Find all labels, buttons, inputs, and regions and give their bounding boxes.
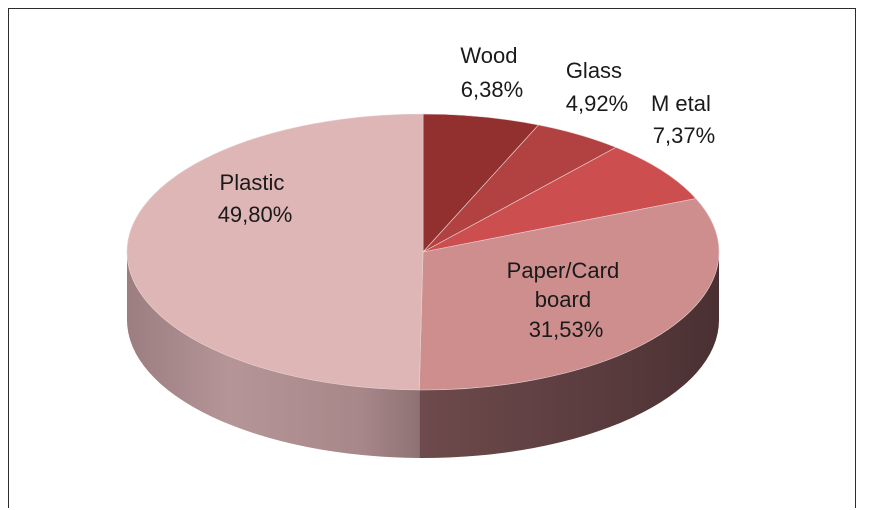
slice-paper-card-board — [418, 198, 720, 391]
side-paper-card-board — [419, 252, 719, 459]
pie-top-faces — [126, 113, 720, 391]
label-paper-cardboard: Paper/Card board 31,53% — [507, 258, 626, 342]
label-wood: Wood 6,38% — [460, 43, 523, 102]
slice-wood — [422, 113, 540, 253]
pie-labels: Wood 6,38% Glass 4,92% M etal 7,37% Pape… — [218, 43, 717, 342]
label-metal: M etal 7,37% — [651, 91, 717, 148]
label-glass: Glass 4,92% — [566, 58, 628, 116]
label-plastic: Plastic 49,80% — [218, 170, 293, 227]
pie-side-walls — [127, 252, 719, 459]
slice-metal — [422, 147, 697, 253]
side-plastic — [127, 252, 420, 458]
slice-plastic — [126, 113, 424, 391]
